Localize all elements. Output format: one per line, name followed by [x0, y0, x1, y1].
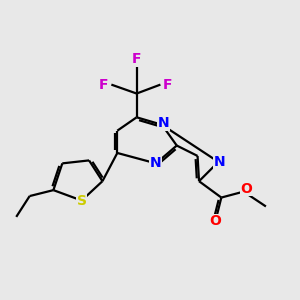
Text: F: F: [99, 78, 109, 92]
Text: O: O: [209, 214, 221, 228]
Text: N: N: [150, 156, 162, 170]
Text: N: N: [214, 155, 226, 169]
Text: N: N: [158, 116, 169, 130]
Text: S: S: [76, 194, 87, 208]
Text: O: O: [241, 182, 253, 196]
Text: F: F: [163, 78, 172, 92]
Text: F: F: [132, 52, 141, 66]
